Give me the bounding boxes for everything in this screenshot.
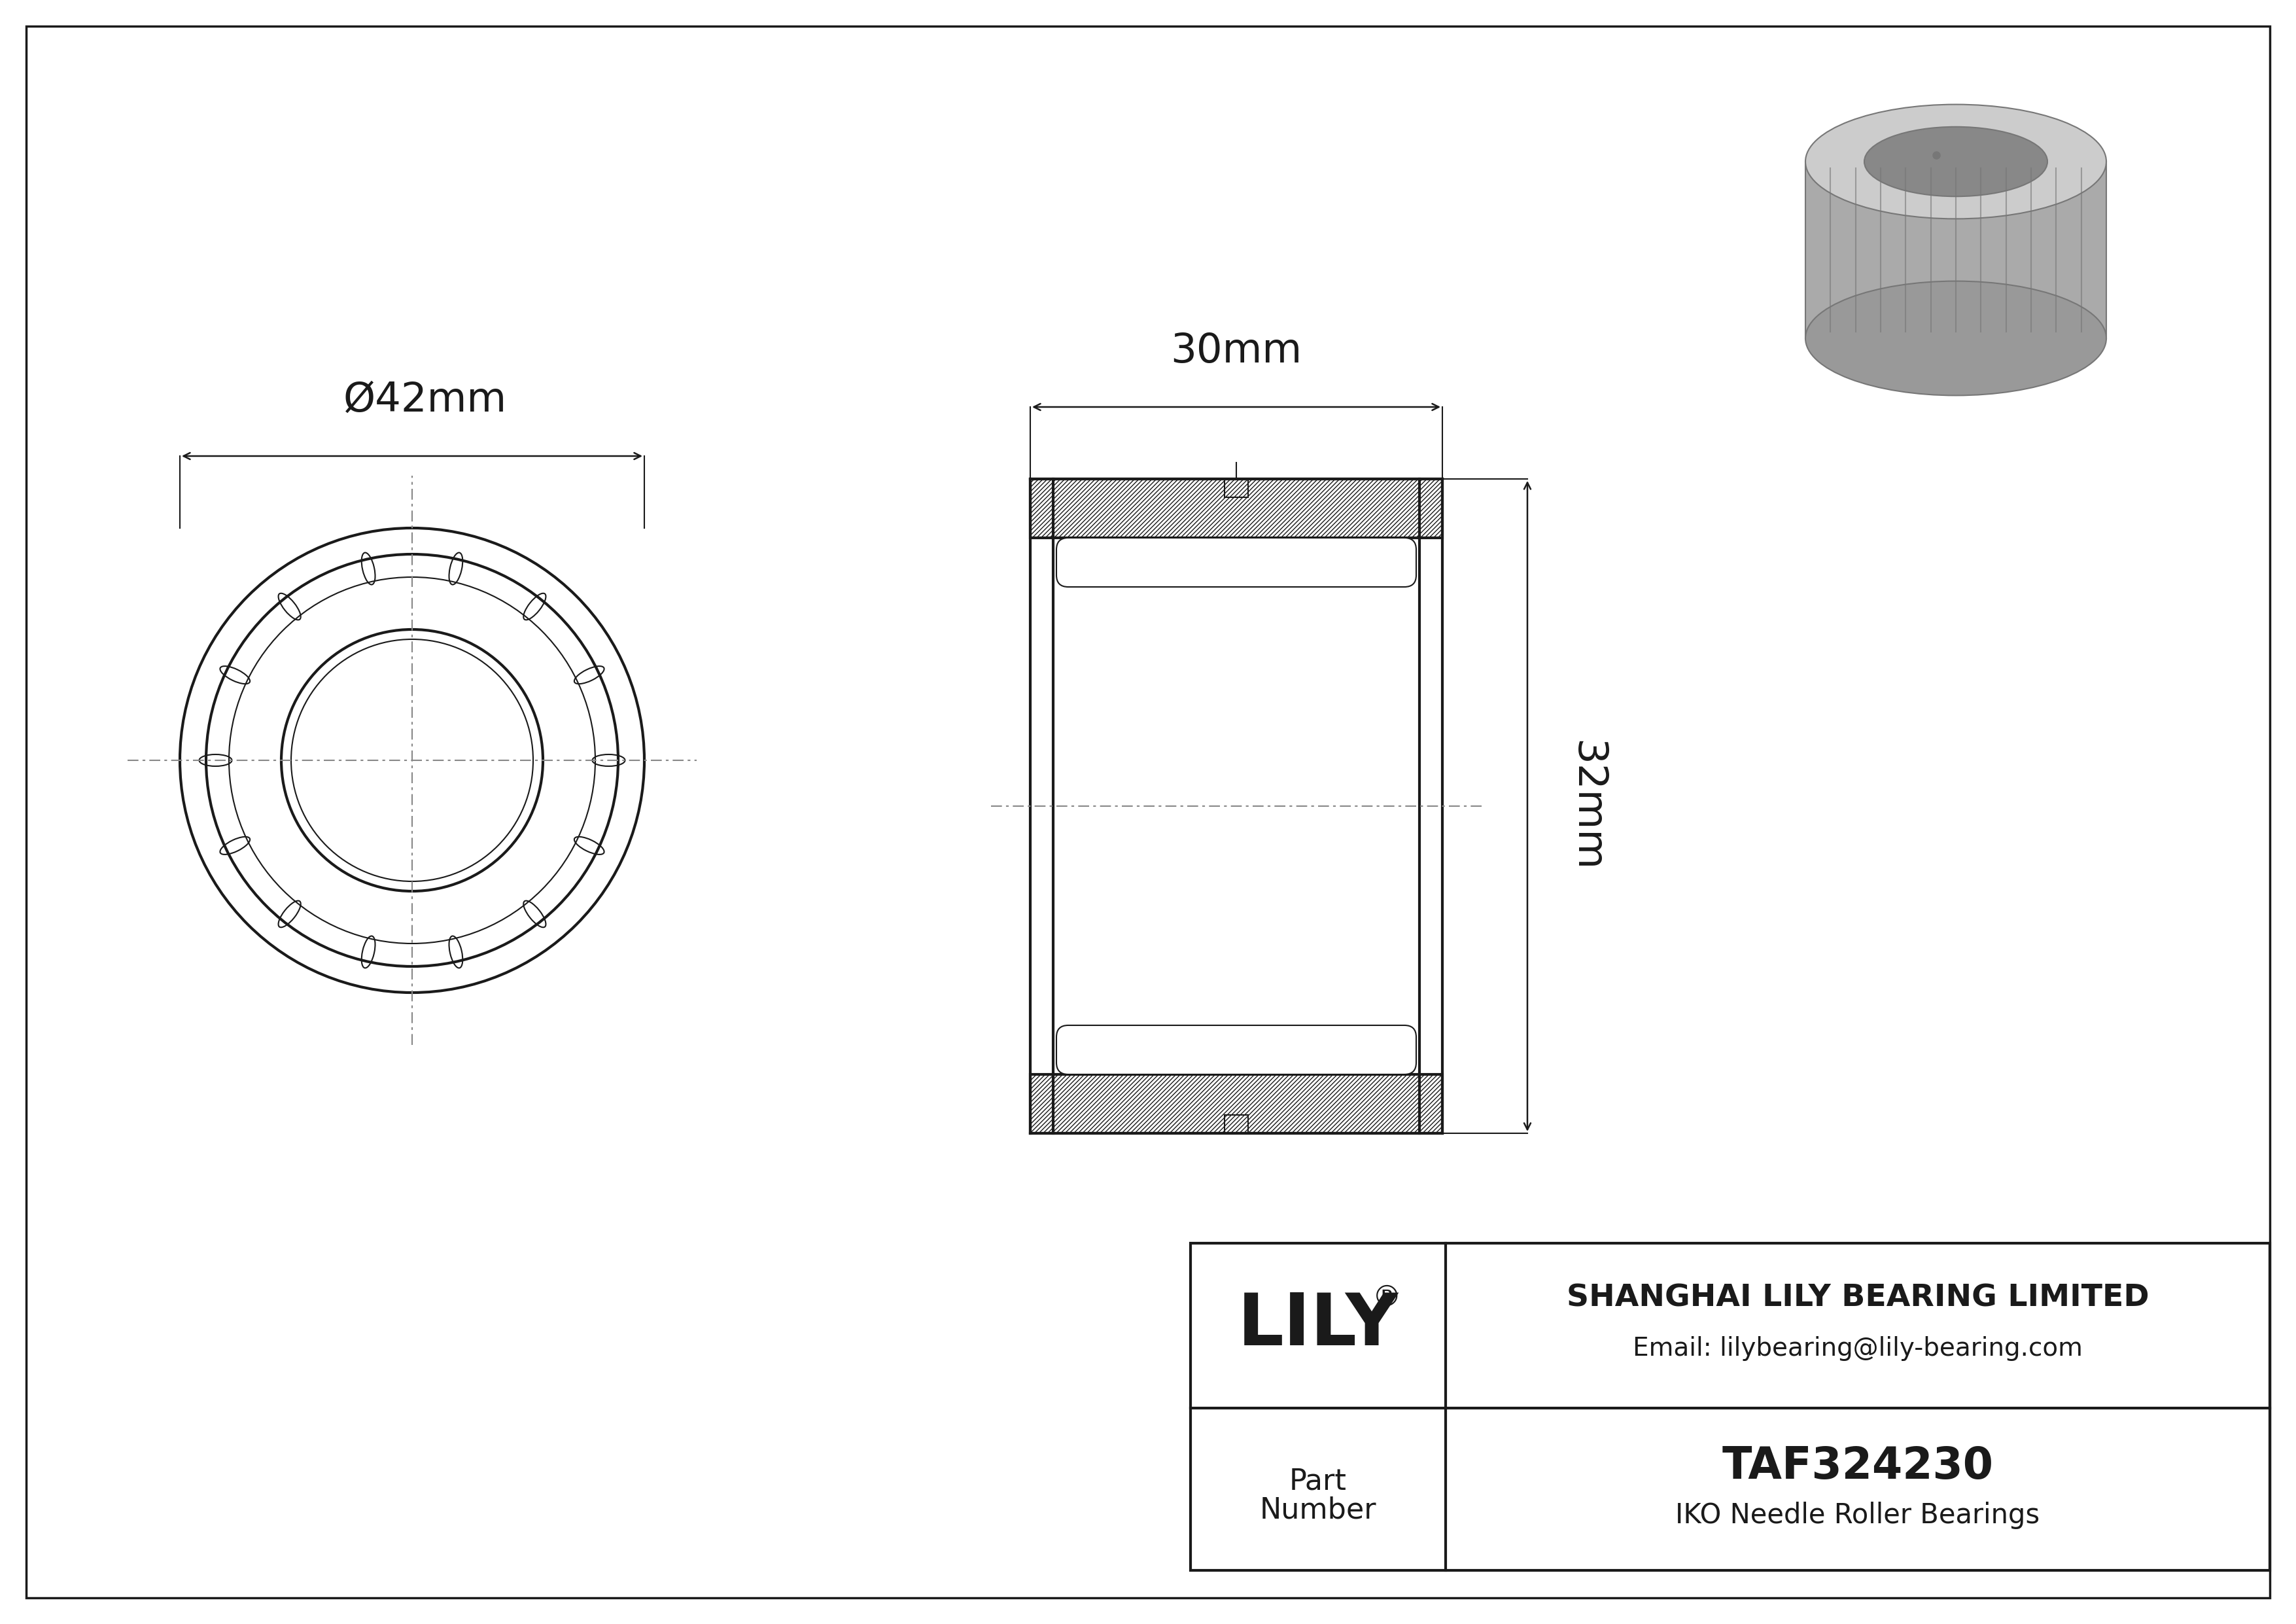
Text: LILY: LILY <box>1238 1291 1398 1361</box>
Bar <box>1805 162 2105 338</box>
Text: 30mm: 30mm <box>1171 331 1302 370</box>
Text: SHANGHAI LILY BEARING LIMITED: SHANGHAI LILY BEARING LIMITED <box>1566 1283 2149 1312</box>
FancyBboxPatch shape <box>1056 538 1417 586</box>
Text: IKO Needle Roller Bearings: IKO Needle Roller Bearings <box>1676 1502 2039 1530</box>
Text: Email: lilybearing@lily-bearing.com: Email: lilybearing@lily-bearing.com <box>1632 1337 2082 1361</box>
Text: Ø42mm: Ø42mm <box>344 380 507 421</box>
Text: Part: Part <box>1290 1468 1348 1496</box>
Bar <box>1031 479 1442 538</box>
FancyBboxPatch shape <box>1056 1025 1417 1075</box>
Ellipse shape <box>1805 281 2105 396</box>
Text: TAF324230: TAF324230 <box>1722 1445 1993 1488</box>
Text: Number: Number <box>1261 1496 1378 1525</box>
Ellipse shape <box>1864 127 2048 197</box>
Ellipse shape <box>1805 104 2105 219</box>
Bar <box>1031 1075 1442 1134</box>
Bar <box>1192 1244 2271 1570</box>
Text: 32mm: 32mm <box>1566 741 1605 872</box>
Text: ®: ® <box>1373 1285 1401 1312</box>
